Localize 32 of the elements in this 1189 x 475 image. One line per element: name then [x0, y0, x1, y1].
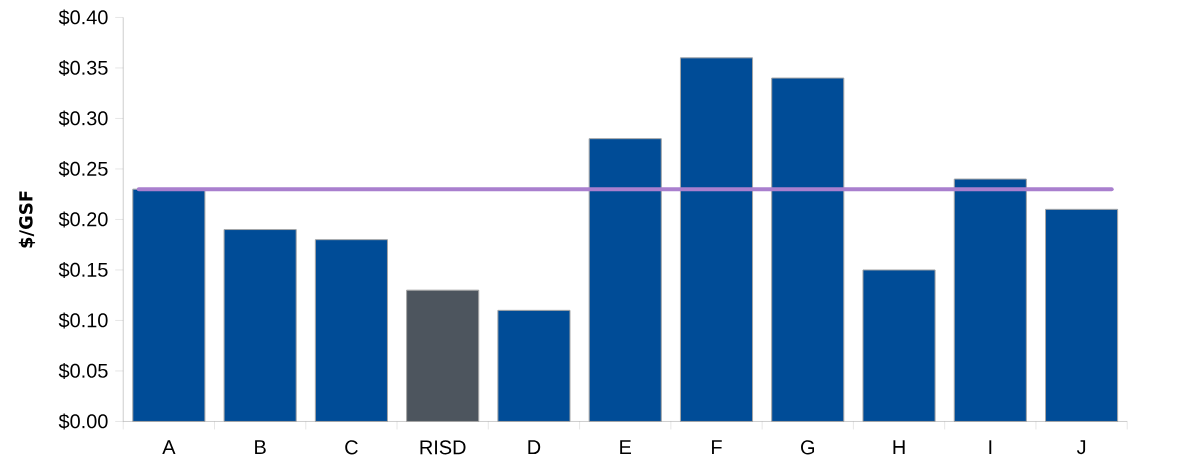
x-tick-label: E — [620, 440, 632, 455]
y-tick-label: $0.20 — [58, 211, 108, 228]
x-tick-label: H — [893, 440, 905, 455]
y-tick-label: $0.05 — [58, 362, 108, 380]
bar — [771, 77, 845, 422]
bar — [862, 269, 936, 422]
y-axis-title: $/GSF — [18, 191, 36, 248]
bar — [223, 229, 297, 422]
bar — [314, 239, 388, 422]
bar — [588, 138, 662, 422]
bar — [953, 178, 1027, 422]
bar — [406, 289, 480, 422]
bar — [679, 57, 754, 422]
x-tick-label: C — [345, 440, 358, 455]
y-tick-label: $0.30 — [58, 110, 108, 127]
bar — [497, 309, 571, 422]
bar — [1045, 208, 1119, 422]
x-tick-label: G — [801, 440, 815, 455]
x-tick-label: A — [162, 440, 176, 455]
x-tick-label: J — [1076, 440, 1086, 455]
x-tick-label: B — [255, 440, 266, 455]
y-tick-label: $0.35 — [58, 59, 108, 77]
y-tick-label: $0.15 — [58, 261, 108, 279]
x-tick-label: RISD — [420, 440, 466, 455]
y-tick-label: $0.00 — [58, 413, 108, 430]
y-tick-label: $0.40 — [58, 9, 108, 26]
y-tick-label: $0.25 — [58, 160, 108, 178]
x-tick-label: I — [989, 440, 992, 455]
x-tick-label: F — [712, 440, 722, 455]
bar — [132, 188, 206, 422]
y-tick-label: $0.10 — [58, 312, 108, 329]
x-tick-label: D — [528, 440, 541, 455]
